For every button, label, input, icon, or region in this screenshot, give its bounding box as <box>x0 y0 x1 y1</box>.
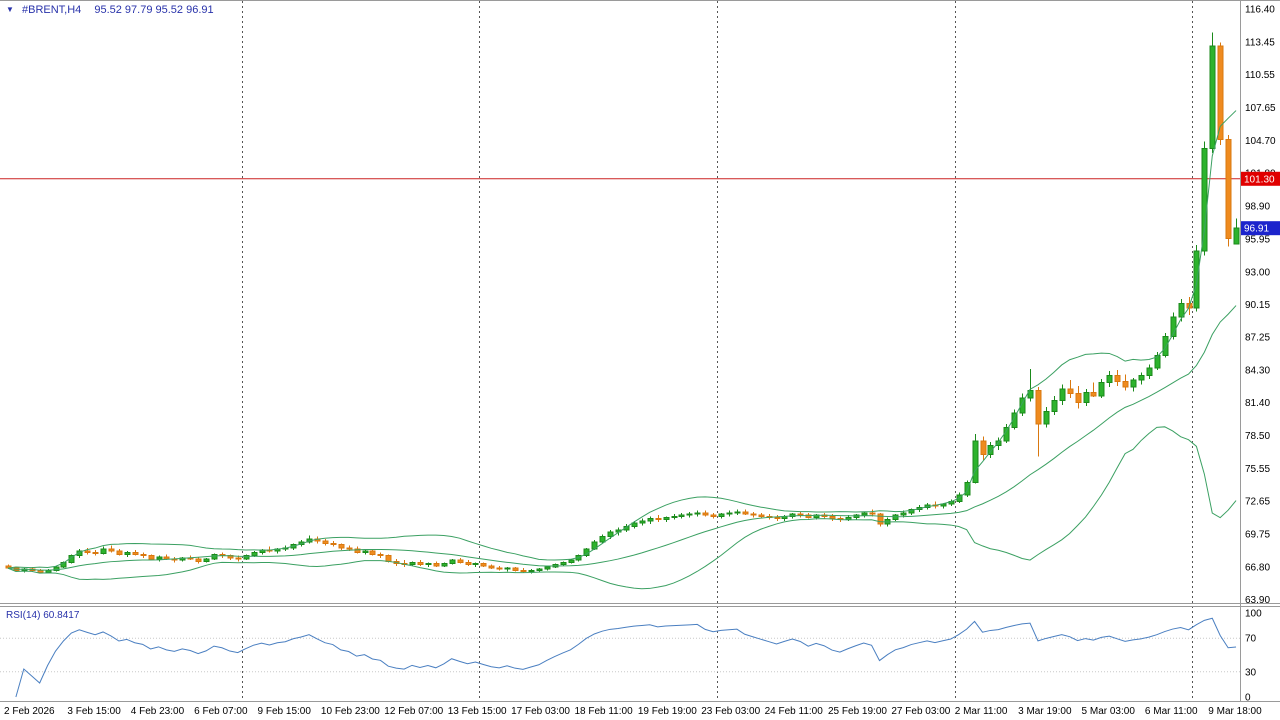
rsi-pane[interactable] <box>0 617 1240 698</box>
svg-text:2 Mar 11:00: 2 Mar 11:00 <box>955 706 1008 717</box>
svg-text:69.75: 69.75 <box>1245 529 1270 540</box>
svg-text:3 Feb 15:00: 3 Feb 15:00 <box>67 706 121 717</box>
svg-text:24 Feb 11:00: 24 Feb 11:00 <box>765 706 824 717</box>
chart-shift-marker-icon[interactable]: ▼ <box>6 5 14 14</box>
main-price-pane[interactable] <box>5 32 1240 574</box>
ohlc-values: 95.52 97.79 95.52 96.91 <box>94 4 214 16</box>
svg-text:30: 30 <box>1245 667 1257 678</box>
svg-text:70: 70 <box>1245 634 1257 645</box>
svg-text:6 Feb 07:00: 6 Feb 07:00 <box>194 706 248 717</box>
svg-text:98.90: 98.90 <box>1245 201 1270 212</box>
svg-text:96.91: 96.91 <box>1244 224 1269 235</box>
svg-text:19 Feb 19:00: 19 Feb 19:00 <box>638 706 697 717</box>
svg-text:110.55: 110.55 <box>1245 70 1275 81</box>
symbol-timeframe-label: #BRENT,H4 <box>21 4 82 16</box>
svg-text:27 Feb 03:00: 27 Feb 03:00 <box>891 706 950 717</box>
svg-text:4 Feb 23:00: 4 Feb 23:00 <box>131 706 185 717</box>
svg-text:17 Feb 03:00: 17 Feb 03:00 <box>511 706 570 717</box>
svg-text:63.90: 63.90 <box>1245 595 1270 606</box>
svg-text:12 Feb 07:00: 12 Feb 07:00 <box>384 706 443 717</box>
svg-text:113.45: 113.45 <box>1245 38 1275 49</box>
svg-text:78.50: 78.50 <box>1245 431 1270 442</box>
svg-text:25 Feb 19:00: 25 Feb 19:00 <box>828 706 887 717</box>
svg-text:23 Feb 03:00: 23 Feb 03:00 <box>701 706 760 717</box>
rsi-indicator-label: RSI(14) 60.8417 <box>6 610 80 621</box>
svg-text:95.95: 95.95 <box>1245 234 1270 245</box>
svg-text:81.40: 81.40 <box>1245 398 1270 409</box>
svg-text:104.70: 104.70 <box>1245 136 1276 147</box>
svg-text:72.65: 72.65 <box>1245 497 1270 508</box>
week-separator-gridlines <box>0 1 1240 701</box>
svg-text:3 Mar 19:00: 3 Mar 19:00 <box>1018 706 1072 717</box>
svg-text:9 Mar 18:00: 9 Mar 18:00 <box>1208 706 1262 717</box>
svg-text:0: 0 <box>1245 693 1251 704</box>
bollinger-bands <box>7 110 1237 590</box>
svg-text:90.15: 90.15 <box>1245 300 1270 311</box>
svg-text:116.40: 116.40 <box>1245 4 1275 15</box>
svg-text:66.80: 66.80 <box>1245 562 1270 573</box>
svg-text:6 Mar 11:00: 6 Mar 11:00 <box>1145 706 1198 717</box>
svg-text:87.25: 87.25 <box>1245 332 1270 343</box>
svg-text:100: 100 <box>1245 609 1262 620</box>
svg-text:2 Feb 2026: 2 Feb 2026 <box>4 706 55 717</box>
chart-header: ▼ #BRENT,H4 95.52 97.79 95.52 96.91 <box>6 4 214 16</box>
svg-text:107.65: 107.65 <box>1245 103 1276 114</box>
svg-text:10 Feb 23:00: 10 Feb 23:00 <box>321 706 380 717</box>
svg-text:93.00: 93.00 <box>1245 268 1270 279</box>
svg-text:9 Feb 15:00: 9 Feb 15:00 <box>258 706 312 717</box>
pane-frame-lines <box>0 0 1280 702</box>
price-and-time-axes[interactable]: 116.40113.45110.55107.65104.70101.8098.9… <box>4 4 1280 717</box>
svg-text:101.30: 101.30 <box>1244 174 1275 185</box>
svg-text:13 Feb 15:00: 13 Feb 15:00 <box>448 706 507 717</box>
svg-text:84.30: 84.30 <box>1245 366 1270 377</box>
svg-text:18 Feb 11:00: 18 Feb 11:00 <box>574 706 633 717</box>
svg-text:75.55: 75.55 <box>1245 464 1270 475</box>
svg-text:5 Mar 03:00: 5 Mar 03:00 <box>1082 706 1136 717</box>
